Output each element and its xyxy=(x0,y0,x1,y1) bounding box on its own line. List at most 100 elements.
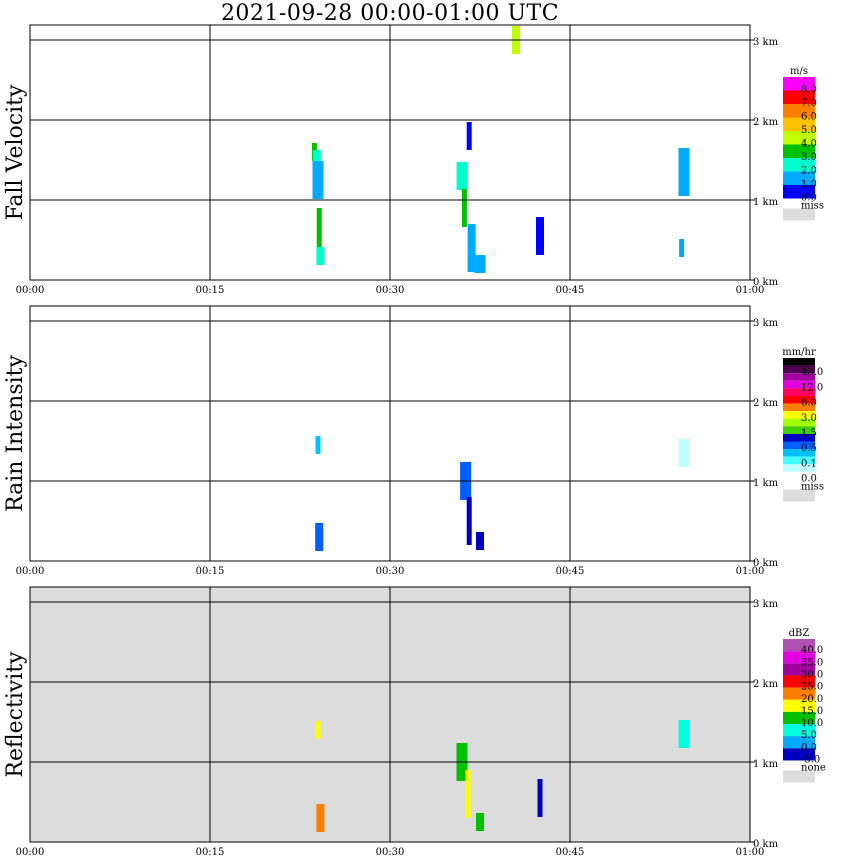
data-cell xyxy=(316,804,325,832)
legend-swatch xyxy=(783,131,815,145)
legend-swatch xyxy=(783,365,815,374)
legend-swatch xyxy=(783,711,815,725)
data-cell xyxy=(466,122,472,150)
panel-2: 0 km 1 km 2 km 3 km 00:00 00:15 00:30 00:45 01:0… xyxy=(3,305,824,577)
plot-frame xyxy=(29,24,751,281)
legend-swatch xyxy=(783,90,815,104)
y-tick-label: 1 km xyxy=(753,197,779,208)
legend-unit: dBZ xyxy=(789,628,810,639)
legend-label: 2.0 xyxy=(801,166,817,177)
data-cell xyxy=(678,439,690,467)
legend-label: 30.0 xyxy=(801,669,823,680)
y-axis-label: Reflectivity xyxy=(3,651,28,778)
plot-frame xyxy=(29,586,751,843)
legend-miss-label: none xyxy=(801,763,826,774)
legend-label: 48.0 xyxy=(801,367,823,378)
legend-swatch xyxy=(783,748,815,761)
legend-swatch xyxy=(783,117,815,131)
x-tick-label: 00:45 xyxy=(556,285,585,296)
y-axis-label: Fall Velocity xyxy=(3,84,28,220)
legend-unit: m/s xyxy=(790,66,808,77)
x-tick-label: 00:15 xyxy=(196,285,225,296)
legend-label: 1.0 xyxy=(801,179,817,190)
data-cell xyxy=(316,208,322,256)
legend-label: 35.0 xyxy=(801,657,823,668)
y-tick-label: 2 km xyxy=(753,679,779,690)
panel-1: 0 km 1 km 2 km 3 km 00:00 00:15 00:30 00:45 01:0… xyxy=(3,24,824,296)
legend-label: 4.0 xyxy=(801,139,817,150)
x-tick-label: 00:30 xyxy=(376,566,405,577)
legend-label: 25.0 xyxy=(801,682,823,693)
data-cell xyxy=(474,255,486,273)
legend-swatch xyxy=(783,358,815,366)
y-tick-label: 1 km xyxy=(753,478,779,489)
data-cell xyxy=(312,161,324,199)
x-tick-label: 00:30 xyxy=(376,847,405,858)
legend-swatch xyxy=(783,663,815,676)
legend-swatch xyxy=(783,418,815,427)
legend-label: 0.0 xyxy=(801,474,817,485)
legend: dBZ 40.035.030.0 25.020.015.010.05.00.0 -5.… xyxy=(783,628,826,783)
data-cell xyxy=(316,247,325,265)
data-cell xyxy=(476,532,484,550)
x-tick-label: 00:00 xyxy=(16,285,45,296)
x-tick-label: 00:15 xyxy=(196,566,225,577)
y-tick-label: 3 km xyxy=(753,37,779,48)
y-tick-label: 0 km xyxy=(753,558,779,569)
legend-label: 3.0 xyxy=(801,413,817,424)
x-tick-label: 01:00 xyxy=(736,847,765,858)
legend-label: 5.0 xyxy=(801,125,817,136)
x-tick-label: 00:45 xyxy=(556,566,585,577)
y-tick-label: 0 km xyxy=(753,839,779,850)
y-tick-label: 0 km xyxy=(753,277,779,288)
legend-label: 0.1 xyxy=(801,458,817,469)
legend-label: 5.0 xyxy=(801,730,817,741)
legend-label: 15.0 xyxy=(801,706,823,717)
y-tick-label: 3 km xyxy=(753,599,779,610)
legend-swatch xyxy=(783,687,815,700)
legend-label: 40.0 xyxy=(801,645,823,656)
x-tick-label: 01:00 xyxy=(736,566,765,577)
legend-swatch xyxy=(783,373,815,381)
legend-miss-swatch xyxy=(783,208,815,221)
legend-swatch xyxy=(783,185,815,199)
legend-swatch xyxy=(783,158,815,172)
legend-swatch xyxy=(783,464,815,472)
legend-miss-label: miss xyxy=(801,482,824,493)
legend-swatch xyxy=(783,639,815,652)
y-tick-label: 1 km xyxy=(753,759,779,770)
legend-swatch xyxy=(783,411,815,419)
legend-swatch xyxy=(783,403,815,412)
legend-label: 8.0 xyxy=(801,85,817,96)
legend-label: 3.0 xyxy=(801,152,817,163)
legend-label: -5.0 xyxy=(801,755,820,766)
legend-label: 10.0 xyxy=(801,718,823,729)
legend-unit: mm/hr xyxy=(782,347,816,358)
data-cell xyxy=(678,148,690,196)
legend-label: 12.0 xyxy=(801,382,823,393)
data-cell xyxy=(315,523,324,551)
legend-label: 20.0 xyxy=(801,694,823,705)
legend-swatch xyxy=(783,449,815,457)
x-tick-label: 00:00 xyxy=(16,566,45,577)
data-cell xyxy=(461,189,467,227)
x-tick-label: 00:30 xyxy=(376,285,405,296)
legend-swatch xyxy=(783,651,815,664)
x-tick-label: 00:15 xyxy=(196,847,225,858)
x-tick-label: 00:45 xyxy=(556,847,585,858)
data-cell xyxy=(315,721,321,739)
legend-miss-swatch xyxy=(783,770,815,783)
legend-swatch xyxy=(783,456,815,465)
legend-label: 0.0 xyxy=(801,193,817,204)
legend-swatch xyxy=(783,104,815,118)
legend-miss-label: miss xyxy=(801,201,824,212)
legend-swatch xyxy=(783,144,815,158)
legend-label: 1.5 xyxy=(801,428,817,439)
legend-label: 6.0 xyxy=(801,112,817,123)
legend-label: 0.0 xyxy=(801,742,817,753)
legend-swatch xyxy=(783,736,815,749)
legend-label: 6.0 xyxy=(801,398,817,409)
legend-swatch xyxy=(783,699,815,712)
legend-label: 7.0 xyxy=(801,98,817,109)
